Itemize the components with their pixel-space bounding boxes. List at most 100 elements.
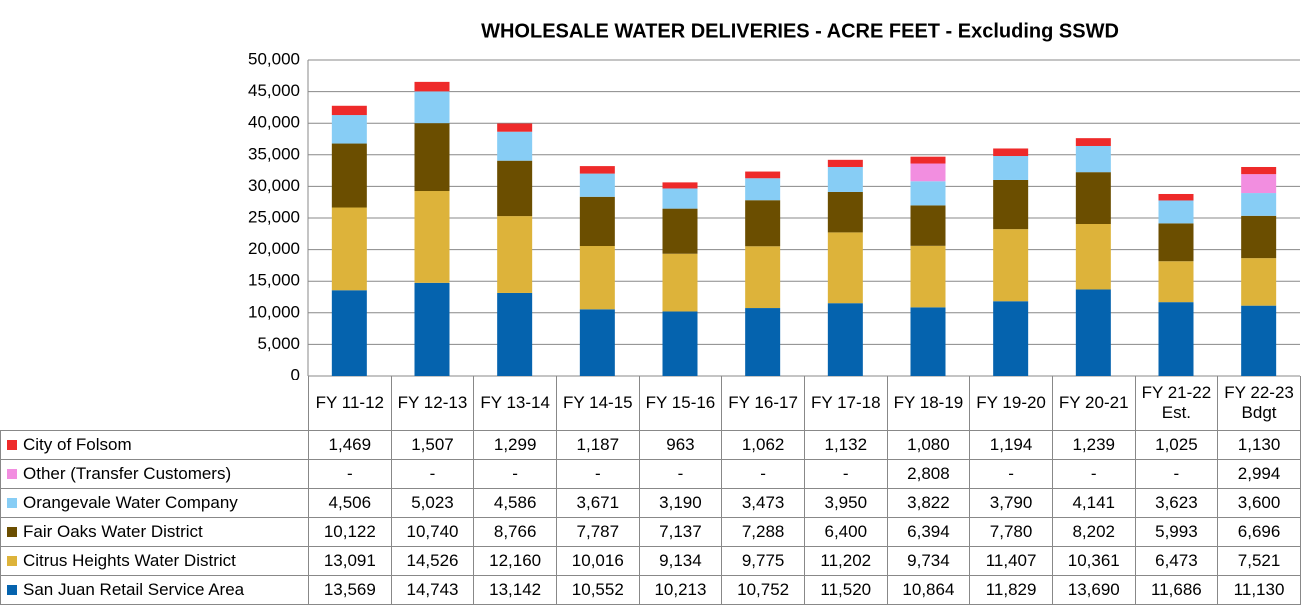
- bar-segment: [497, 160, 533, 217]
- legend-swatch: [7, 527, 17, 537]
- bar-segment: [662, 182, 698, 189]
- value-cell: 1,062: [721, 430, 805, 460]
- legend-cell: Citrus Heights Water District: [0, 546, 309, 576]
- legend-label: Fair Oaks Water District: [23, 522, 203, 541]
- bar-segment: [993, 156, 1029, 180]
- value-cell: -: [1051, 459, 1136, 489]
- value-cell: 5,993: [1134, 517, 1219, 547]
- value-cell: 12,160: [473, 546, 557, 576]
- bar-segment: [414, 81, 450, 92]
- value-cell: 7,137: [638, 517, 723, 547]
- legend-swatch: [7, 556, 17, 566]
- value-cell: 11,130: [1217, 575, 1301, 605]
- value-cell: 3,623: [1134, 488, 1219, 518]
- category-cell: FY 22-23 Bdgt: [1217, 376, 1301, 431]
- y-tick-label: 40,000: [248, 113, 300, 132]
- bar-segment: [497, 131, 533, 161]
- value-cell: 10,552: [555, 575, 640, 605]
- value-cell: 10,752: [721, 575, 805, 605]
- bar-segment: [993, 301, 1029, 376]
- value-cell: 3,790: [969, 488, 1053, 518]
- value-cell: 9,134: [638, 546, 723, 576]
- value-cell: 1,132: [803, 430, 888, 460]
- legend-label: San Juan Retail Service Area: [23, 580, 245, 599]
- bar-segment: [331, 207, 367, 291]
- y-tick-label: 5,000: [257, 334, 300, 353]
- value-cell: -: [638, 459, 723, 489]
- bar-segment: [662, 208, 698, 254]
- bar-segment: [827, 191, 863, 233]
- value-cell: 13,690: [1051, 575, 1136, 605]
- bar-segment: [1075, 138, 1111, 146]
- bar-segment: [579, 309, 615, 376]
- y-tick-label: 25,000: [248, 207, 300, 226]
- bar-segment: [745, 200, 781, 247]
- bar-segment: [1158, 223, 1194, 262]
- bar-segment: [1241, 258, 1277, 306]
- bar-segment: [331, 290, 367, 376]
- value-cell: 9,775: [721, 546, 805, 576]
- bar-segment: [1158, 200, 1194, 224]
- chart-title: WHOLESALE WATER DELIVERIES - ACRE FEET -…: [481, 20, 1119, 42]
- value-cell: 4,506: [308, 488, 392, 518]
- legend-cell: Orangevale Water Company: [0, 488, 309, 518]
- value-cell: 9,734: [886, 546, 971, 576]
- series-row: Other (Transfer Customers) - - - - - - -2,808- -…: [0, 459, 1301, 489]
- value-cell: 3,950: [803, 488, 888, 518]
- bar-segment: [827, 166, 863, 192]
- header-row: FY 11-12 FY 12-13 FY 13-14 FY 14-15 FY 15-16…: [1, 376, 1301, 431]
- value-cell: 7,780: [969, 517, 1053, 547]
- y-tick-label: 45,000: [248, 81, 300, 100]
- category-cell: FY 14-15: [555, 376, 640, 431]
- bar-segment: [1241, 305, 1277, 376]
- category-cell: FY 19-20: [969, 376, 1053, 431]
- bar-segment: [745, 171, 781, 179]
- category-cell: FY 15-16: [638, 376, 723, 431]
- bar-segment: [414, 191, 450, 283]
- value-cell: 1,299: [473, 430, 557, 460]
- bar-segment: [745, 308, 781, 376]
- value-cell: 13,142: [473, 575, 557, 605]
- value-cell: -: [555, 459, 640, 489]
- bar-segment: [414, 282, 450, 376]
- value-cell: 4,141: [1051, 488, 1136, 518]
- bar-segment: [579, 173, 615, 197]
- bar-segment: [1075, 289, 1111, 376]
- value-cell: 3,600: [1217, 488, 1301, 518]
- bar-segment: [1241, 174, 1277, 194]
- bar-segment: [910, 181, 946, 206]
- bar-segment: [331, 115, 367, 144]
- value-cell: 3,822: [886, 488, 971, 518]
- value-cell: 1,469: [308, 430, 392, 460]
- category-cell: FY 11-12: [308, 376, 392, 431]
- y-tick-label: 10,000: [248, 302, 300, 321]
- corner-cell: [1, 376, 309, 431]
- bar-segment: [331, 143, 367, 208]
- value-cell: 7,521: [1217, 546, 1301, 576]
- category-cell: FY 16-17: [721, 376, 805, 431]
- legend-swatch: [7, 585, 17, 595]
- bar-segment: [497, 216, 533, 293]
- y-tick-label: 30,000: [248, 176, 300, 195]
- value-cell: 5,023: [390, 488, 475, 518]
- series-row: Orangevale Water Company 4,506 5,023 4,586 3…: [0, 488, 1301, 518]
- value-cell: 1,130: [1217, 430, 1301, 460]
- value-cell: 1,194: [969, 430, 1053, 460]
- legend-cell: Other (Transfer Customers): [0, 459, 309, 489]
- chart: WHOLESALE WATER DELIVERIES - ACRE FEET -…: [248, 20, 1300, 380]
- series-row: City of Folsom 1,469 1,507 1,299 1,187 963 1,0…: [0, 430, 1301, 460]
- series-row: Citrus Heights Water District 13,091 14,52…: [0, 546, 1301, 576]
- bar-segment: [662, 188, 698, 209]
- bar-segment: [910, 205, 946, 246]
- legend-label: Other (Transfer Customers): [23, 464, 232, 483]
- value-cell: 10,016: [555, 546, 640, 576]
- value-cell: 1,239: [1051, 430, 1136, 460]
- y-tick-label: 15,000: [248, 271, 300, 290]
- category-cell: FY 21-22 Est.: [1134, 376, 1219, 431]
- value-cell: 11,202: [803, 546, 888, 576]
- value-cell: 6,473: [1134, 546, 1219, 576]
- value-cell: -: [1134, 459, 1219, 489]
- value-cell: 6,394: [886, 517, 971, 547]
- value-cell: 13,091: [308, 546, 392, 576]
- bar-segment: [1241, 215, 1277, 259]
